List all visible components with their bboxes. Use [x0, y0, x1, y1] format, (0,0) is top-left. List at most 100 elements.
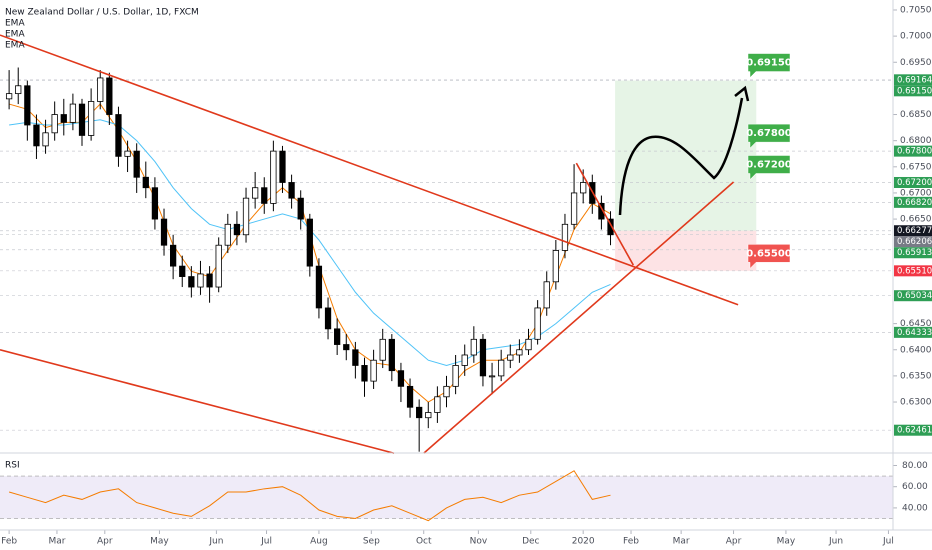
x-tick-label: May [777, 537, 796, 547]
price-tag-label: 0.65913 [897, 248, 932, 258]
x-tick-label: Oct [416, 537, 432, 547]
rsi-tick-label: 80.00 [902, 461, 928, 471]
candle-body [78, 103, 86, 136]
candle-body [306, 218, 313, 267]
price-tag [894, 247, 932, 259]
candle-body [60, 114, 67, 123]
candle-body [15, 85, 22, 95]
candle-body [452, 365, 459, 387]
candle-body [324, 307, 332, 330]
price-tag [894, 424, 932, 436]
x-tick-label: Nov [470, 537, 488, 547]
candle-body [607, 218, 614, 236]
x-tick-label: Sep [363, 537, 380, 547]
x-tick-label: May [150, 537, 169, 547]
candle-body [215, 244, 222, 288]
candle-body [461, 354, 468, 366]
price-tag-label: 0.64333 [897, 328, 932, 338]
candle-body [297, 197, 304, 220]
x-tick-label: 2020 [572, 537, 595, 547]
candle-body [97, 77, 104, 102]
rsi-band [0, 476, 893, 519]
trendline [0, 34, 739, 306]
candle-body [388, 338, 395, 372]
candle-body [179, 265, 186, 277]
candle-body [488, 375, 496, 378]
main-layer [0, 34, 739, 522]
candle-body [361, 365, 368, 382]
candle-body [470, 338, 477, 356]
price-tag [894, 85, 932, 97]
candle-body [288, 182, 295, 199]
price-tag [894, 196, 932, 208]
price-tag-label: 0.67800 [897, 147, 932, 157]
candle-body [197, 273, 204, 288]
callout-box [747, 244, 791, 269]
candle-body [33, 124, 40, 147]
candle-body [343, 344, 350, 351]
candle-body [543, 281, 550, 309]
x-tick-label: Feb [623, 537, 639, 547]
x-tick-label: Mar [673, 537, 690, 547]
price-tag-label: 0.65034 [897, 291, 932, 301]
candle-body [434, 396, 441, 413]
candle-body [5, 93, 13, 100]
candle-body [580, 182, 587, 194]
callout-box [747, 155, 791, 181]
candle-body [42, 132, 49, 147]
candle-body [188, 276, 195, 288]
candle-body [252, 187, 259, 199]
x-tick-label: Apr [726, 537, 742, 547]
price-tag [894, 74, 932, 86]
callout-label: 0.67200 [746, 159, 792, 170]
candle-body [151, 187, 159, 220]
candle-body [24, 85, 31, 126]
x-tick-label: Jul [882, 537, 894, 547]
price-tag [894, 176, 932, 188]
candle-body [206, 273, 213, 288]
price-tag-label: 0.67200 [897, 178, 932, 188]
candle-body [115, 114, 122, 157]
candle-body [570, 192, 578, 225]
price-tag [894, 326, 932, 338]
position-loss [615, 230, 757, 271]
callout-box [747, 123, 791, 149]
candle-body [261, 187, 268, 204]
callout-label: 0.67800 [746, 128, 792, 139]
candle-body [598, 202, 605, 220]
candle-body [443, 385, 450, 398]
x-tick-label: Dec [522, 537, 539, 547]
candle-body [224, 223, 231, 246]
candle-body [379, 338, 386, 361]
legend-item: EMA [5, 19, 25, 29]
background-layer [0, 79, 893, 519]
candle-body [498, 359, 505, 377]
price-tag [894, 265, 932, 277]
x-tick-label: Feb [1, 537, 17, 547]
candle-body [416, 406, 423, 419]
candle-body [133, 150, 140, 178]
candle-body [160, 218, 168, 246]
candle-body [397, 370, 405, 387]
trendline [575, 162, 634, 266]
candle-body [352, 349, 359, 366]
price-tag-label: 0.69150 [897, 86, 932, 96]
candle-body [479, 338, 487, 377]
candle-body [525, 338, 532, 351]
candle-body [51, 114, 58, 134]
candle-body [169, 244, 177, 267]
candle-body [334, 328, 341, 345]
candle-body [124, 150, 131, 157]
chart-title: New Zealand Dollar / U.S. Dollar, 1D, FX… [5, 8, 199, 18]
candle-body [552, 250, 559, 283]
